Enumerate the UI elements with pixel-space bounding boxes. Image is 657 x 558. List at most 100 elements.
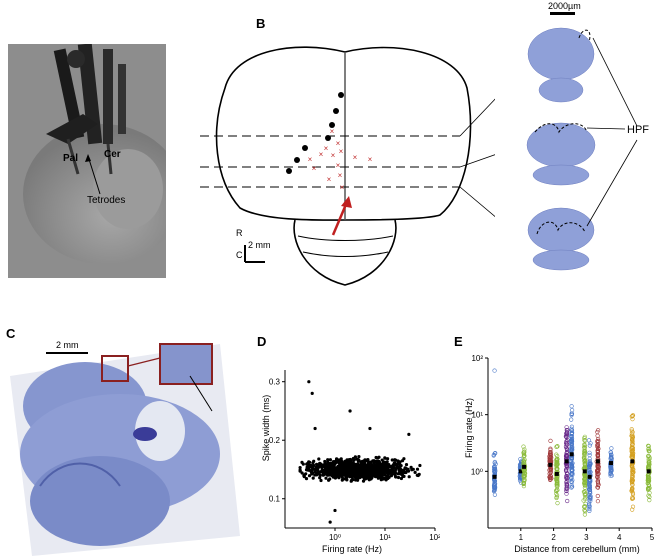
chart-d-point xyxy=(352,458,356,462)
chart-e-point xyxy=(569,411,574,416)
chart-e-point xyxy=(565,428,570,433)
chart-e-point xyxy=(646,486,651,492)
chart-d-point xyxy=(341,473,345,477)
chart-e-point xyxy=(588,441,593,446)
chart-e-point xyxy=(645,478,650,483)
chart-e-point xyxy=(595,493,600,499)
chart-d-point xyxy=(380,471,385,475)
chart-e-point xyxy=(521,444,526,449)
panel-b-scale-label: 2 mm xyxy=(248,240,271,250)
panel-e-label: E xyxy=(454,334,463,349)
panel-b-sections xyxy=(526,27,638,271)
chart-e-median-marker xyxy=(522,464,527,469)
chart-e-point xyxy=(492,451,497,456)
panel-c-scale-bar xyxy=(46,352,88,354)
chart-e-point xyxy=(564,479,569,484)
chart-d-point xyxy=(337,467,341,471)
chart-e-point xyxy=(581,498,586,503)
chart-e-median-marker xyxy=(587,474,592,479)
panel-b-hpf-label: HPF xyxy=(627,124,649,136)
chart-e-point xyxy=(555,482,560,487)
chart-e-point xyxy=(564,464,570,469)
chart-d-point xyxy=(368,473,372,477)
chart-d-point xyxy=(413,470,417,474)
chart-d-point xyxy=(346,469,351,474)
chart-d-point xyxy=(302,474,306,478)
chart-d-point xyxy=(307,380,311,384)
chart-d-point xyxy=(350,466,354,470)
chart-e-point xyxy=(582,474,588,479)
chart-d-point xyxy=(380,474,384,478)
svg-text:×: × xyxy=(324,144,329,153)
chart-d-point xyxy=(321,473,325,477)
chart-e-median-marker xyxy=(492,474,497,479)
chart-e-point xyxy=(582,462,587,467)
chart-d-point xyxy=(371,472,375,476)
chart-e-point xyxy=(522,473,527,478)
chart-e-point xyxy=(521,454,526,459)
chart-e-point xyxy=(564,433,569,438)
svg-text:×: × xyxy=(312,164,317,173)
chart-d-point xyxy=(305,465,309,469)
svg-text:×: × xyxy=(339,147,344,156)
chart-d-point xyxy=(300,471,304,475)
chart-e-point xyxy=(565,498,570,504)
chart-e-point xyxy=(595,485,601,490)
chart-e-point xyxy=(569,437,574,442)
chart-e-point xyxy=(492,368,497,373)
chart-d-ytick-label: 0.2 xyxy=(269,436,281,445)
chart-e-point xyxy=(587,452,592,458)
panel-d-label: D xyxy=(257,334,267,349)
chart-e-median-marker xyxy=(582,469,587,474)
chart-d-point xyxy=(298,468,302,472)
chart-d-point xyxy=(334,467,338,471)
chart-e-point xyxy=(569,430,575,435)
chart-e-point xyxy=(548,473,553,478)
chart-d-point xyxy=(336,464,340,468)
panel-b-scale-top xyxy=(550,12,575,15)
chart-e-ytick-label: 10¹ xyxy=(471,411,483,420)
chart-e-point xyxy=(582,450,587,456)
chart-d-point xyxy=(304,477,309,481)
chart-e-point xyxy=(630,416,635,422)
panel-b-brain-diagram: ××× ×× × ××× ××× ×× xyxy=(200,46,495,286)
chart-e-point xyxy=(582,442,587,448)
chart-e-point xyxy=(609,466,614,471)
chart-d-point xyxy=(384,465,388,469)
chart-d-point xyxy=(383,473,387,477)
chart-e-point xyxy=(629,431,634,436)
chart-e-point xyxy=(630,507,635,512)
chart-d-point xyxy=(324,476,328,480)
chart-d-point xyxy=(328,458,332,462)
chart-e-point xyxy=(630,445,635,450)
chart-e-point xyxy=(587,485,592,490)
chart-d-point xyxy=(335,473,339,477)
chart-d-point xyxy=(319,478,323,483)
chart-e-point xyxy=(587,461,592,467)
panel-a-xray-image xyxy=(8,43,183,278)
chart-d-point xyxy=(342,477,346,481)
chart-e-point xyxy=(583,489,588,494)
chart-d-point xyxy=(355,457,359,461)
chart-e-point xyxy=(630,492,636,497)
chart-d-point xyxy=(325,469,330,473)
chart-e-point xyxy=(646,443,651,449)
chart-e-point xyxy=(569,462,574,468)
chart-e-point xyxy=(583,495,588,500)
panel-a-cer-label: Cer xyxy=(104,149,121,160)
chart-d-point xyxy=(333,475,337,479)
chart-e-point xyxy=(630,496,635,501)
chart-d-point xyxy=(350,478,354,482)
chart-e-point xyxy=(569,440,574,445)
chart-e-point xyxy=(569,412,574,418)
chart-e-point xyxy=(582,483,587,488)
chart-e-point xyxy=(521,479,527,484)
chart-d-point xyxy=(328,520,332,524)
chart-e-point xyxy=(630,435,635,440)
chart-d-point xyxy=(317,457,321,461)
chart-e-point xyxy=(587,487,593,492)
chart-d-point xyxy=(396,459,400,463)
chart-e-median-marker xyxy=(518,469,523,474)
chart-e-point xyxy=(595,499,600,504)
chart-e-point xyxy=(548,470,553,475)
